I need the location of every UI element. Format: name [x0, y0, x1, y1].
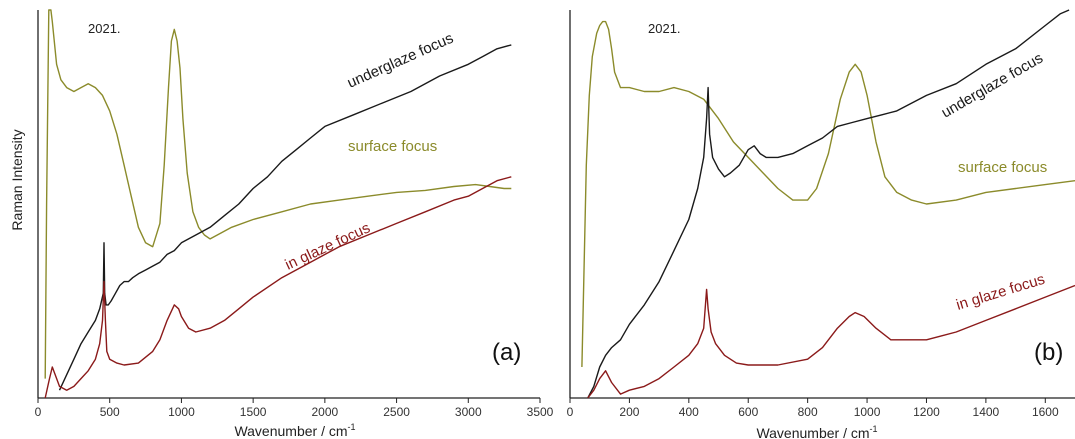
- panel-tag-a: (a): [492, 339, 521, 366]
- series-line-maroon-a: [44, 176, 512, 399]
- panel-a: 0 500 1000 1500 2000 2500 3000 3500 2021. (a) unde…: [35, 9, 554, 419]
- x-tick-label-b: 1400: [973, 405, 1000, 419]
- curve-label-olive-a: surface focus: [348, 138, 437, 155]
- x-tick-label-b: 1600: [1032, 405, 1059, 419]
- x-tick-label-a: 3500: [527, 405, 554, 419]
- x-tick-label-a: 500: [100, 405, 120, 419]
- curve-label-black-a: underglaze focus: [345, 30, 456, 92]
- curve-label-olive-b: surface focus: [958, 159, 1047, 176]
- x-axis-title-a: Wavenumber / cm-1: [234, 422, 355, 439]
- year-note-a: 2021.: [88, 21, 121, 36]
- y-axis-title: Raman Intensity: [9, 129, 25, 230]
- curve-label-maroon-a: in glaze focus: [283, 219, 373, 273]
- x-tick-label-b: 800: [798, 405, 818, 419]
- x-tick-label-a: 3000: [455, 405, 482, 419]
- x-tick-label-b: 600: [738, 405, 758, 419]
- series-line-olive-b: [581, 20, 1075, 368]
- panel-tag-b: (b): [1034, 339, 1063, 366]
- series-line-olive-a: [44, 9, 512, 379]
- curve-label-maroon-b: in glaze focus: [954, 271, 1047, 314]
- x-tick-label-a: 0: [35, 405, 42, 419]
- x-tick-label-b: 400: [679, 405, 699, 419]
- panel-b: 0 200 400 600 800 1000 1200 1400 16002021.(b)und…: [567, 9, 1075, 419]
- x-tick-label-b: 1200: [913, 405, 940, 419]
- x-axis-title-b: Wavenumber / cm-1: [756, 424, 877, 439]
- series-line-maroon-b: [587, 284, 1075, 399]
- x-tick-label-a: 2000: [312, 405, 339, 419]
- x-tick-label-a: 1500: [240, 405, 267, 419]
- x-tick-label-b: 1000: [854, 405, 881, 419]
- x-tick-label-a: 1000: [168, 405, 195, 419]
- series-line-black-a: [58, 44, 512, 391]
- year-note-b: 2021.: [648, 21, 681, 36]
- series-line-black-b: [587, 9, 1070, 399]
- x-tick-label-b: 200: [619, 405, 639, 419]
- x-tick-label-b: 0: [567, 405, 574, 419]
- x-tick-label-a: 2500: [383, 405, 410, 419]
